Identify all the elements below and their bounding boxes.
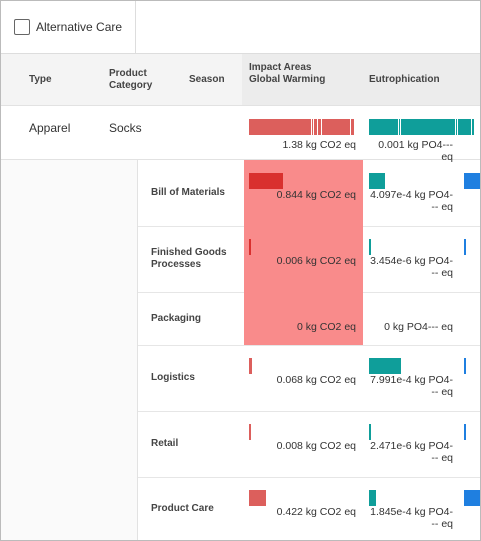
checkbox[interactable] <box>14 19 30 35</box>
summary-category: Socks <box>109 121 142 135</box>
stage-name: Product Care <box>151 502 214 514</box>
summary-label: 0.001 kg PO4--- eq <box>378 139 453 163</box>
indent <box>1 160 137 540</box>
divider <box>1 53 480 54</box>
value-label: 1.845e-4 kg PO4--- eq <box>370 506 453 530</box>
value-label: 0.008 kg CO2 eq <box>276 440 356 452</box>
value-label: 4.097e-4 kg PO4--- eq <box>370 189 453 213</box>
bar <box>249 490 266 506</box>
segment-gap <box>321 119 322 135</box>
value-label: 2.471e-6 kg PO4--- eq <box>370 440 453 464</box>
bar-other <box>464 173 480 189</box>
value-label: 0.844 kg CO2 eq <box>276 189 356 201</box>
toolbar <box>1 1 136 53</box>
bar <box>249 239 251 255</box>
segment-gap <box>471 119 472 135</box>
highlight <box>244 160 363 226</box>
bar-other <box>464 490 480 506</box>
segment-gap <box>455 119 456 135</box>
header-column: Eutrophication <box>369 74 440 85</box>
segment-gap <box>400 119 401 135</box>
header-bg <box>242 54 480 105</box>
bar <box>249 358 252 374</box>
highlight <box>244 292 363 345</box>
bar-other <box>464 239 466 255</box>
bar <box>249 424 251 440</box>
header-type: Type <box>29 74 52 85</box>
value-label: 0.068 kg CO2 eq <box>276 374 356 386</box>
summary-bar <box>249 119 354 135</box>
segment-gap <box>350 119 351 135</box>
segment-gap <box>311 119 312 135</box>
stage-name: Retail <box>151 438 179 449</box>
stage-name: Bill of Materials <box>151 187 225 198</box>
value-label: 0 kg CO2 eq <box>297 321 356 333</box>
bar <box>249 173 283 189</box>
stage-name: Finished Goods Processes <box>151 247 227 270</box>
header-impact-areas: Impact Areas <box>249 62 312 73</box>
checkbox-label[interactable]: Alternative Care <box>36 20 123 34</box>
bar <box>369 490 377 506</box>
bar <box>369 173 386 189</box>
value-label: 0.006 kg CO2 eq <box>276 255 356 267</box>
divider <box>138 345 480 346</box>
divider <box>138 477 480 478</box>
divider <box>1 105 480 106</box>
header-product-category: Product Category <box>109 68 153 91</box>
stage-name: Logistics <box>151 372 195 383</box>
header-column: Global Warming <box>249 74 326 85</box>
segment-gap <box>313 119 314 135</box>
bar-other <box>464 424 466 440</box>
header-season: Season <box>189 74 225 85</box>
bar <box>369 358 401 374</box>
header-bg <box>1 54 242 105</box>
segment-gap <box>317 119 318 135</box>
segment-gap <box>398 119 399 135</box>
summary-type: Apparel <box>29 121 71 135</box>
summary-bar <box>369 119 474 135</box>
divider <box>138 411 480 412</box>
bar-other <box>464 358 466 374</box>
value-label: 7.991e-4 kg PO4--- eq <box>370 374 453 398</box>
value-label: 0.422 kg CO2 eq <box>276 506 356 518</box>
bar <box>369 424 371 440</box>
value-label: 3.454e-6 kg PO4--- eq <box>370 255 453 279</box>
highlight <box>244 226 363 292</box>
divider <box>1 159 480 160</box>
value-label: 0 kg PO4--- eq <box>384 321 453 333</box>
stage-name: Packaging <box>151 312 202 324</box>
bar <box>369 239 371 255</box>
summary-label: 1.38 kg CO2 eq <box>282 139 356 151</box>
segment-gap <box>457 119 458 135</box>
divider <box>137 160 138 540</box>
